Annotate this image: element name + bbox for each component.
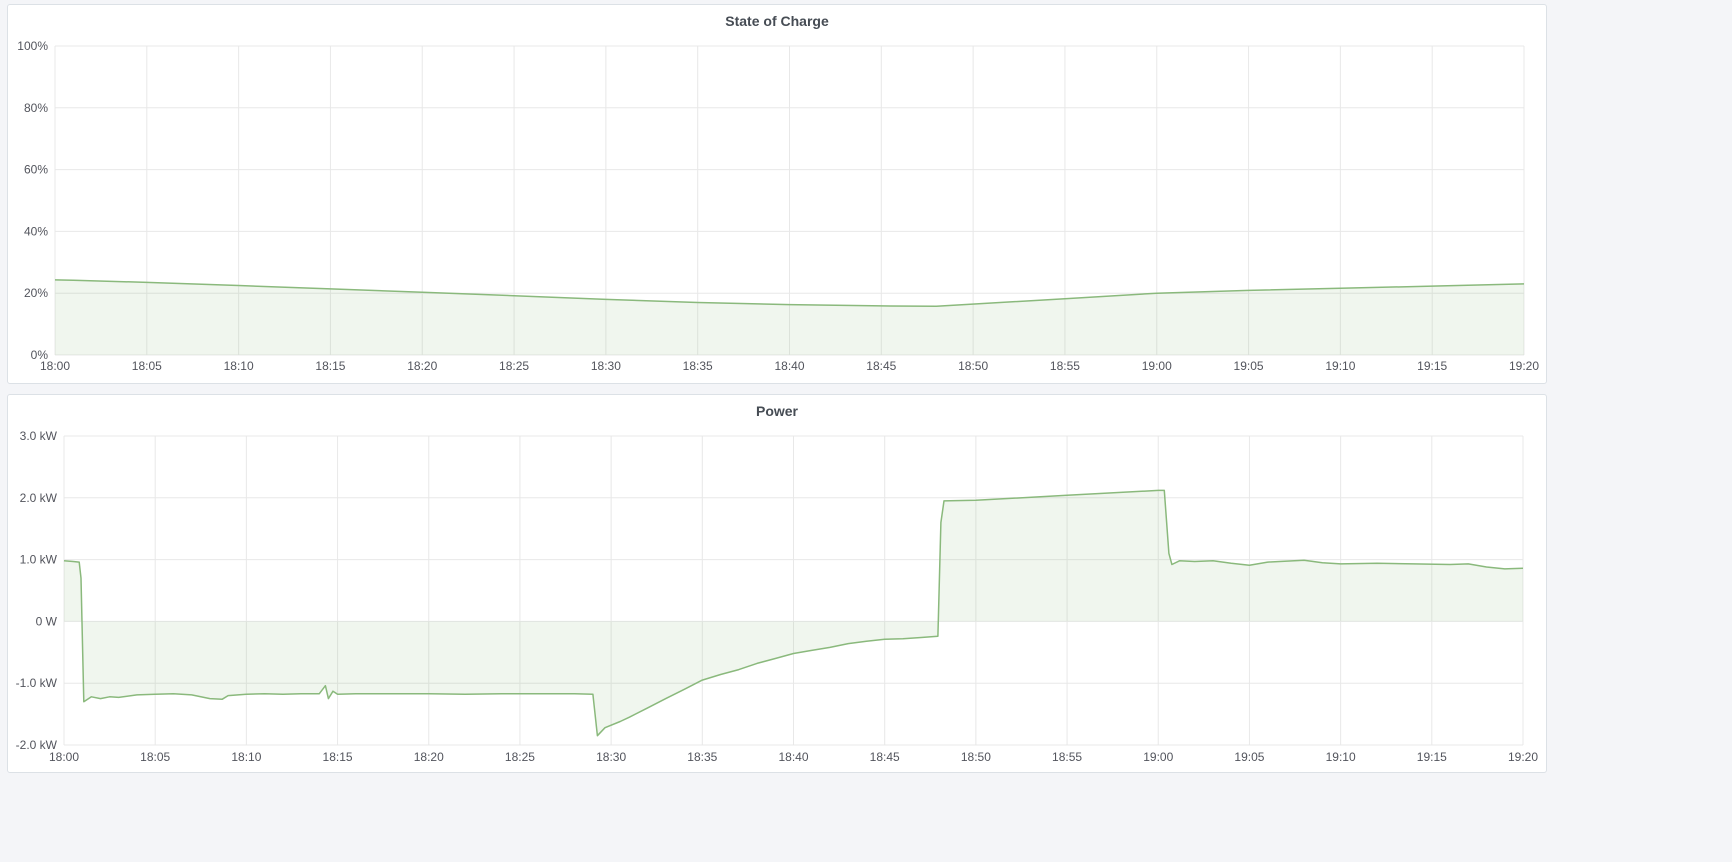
x-tick-label: 19:15 <box>1417 750 1447 764</box>
y-tick-label: 2.0 kW <box>20 491 58 505</box>
x-tick-label: 18:30 <box>596 750 626 764</box>
x-tick-label: 18:55 <box>1050 359 1080 373</box>
x-tick-label: 19:20 <box>1508 750 1538 764</box>
series-line <box>54 279 1525 307</box>
y-tick-label: 1.0 kW <box>20 553 58 567</box>
x-tick-label: 19:10 <box>1326 750 1356 764</box>
x-tick-label: 19:05 <box>1234 359 1264 373</box>
y-tick-label: 0% <box>31 348 49 362</box>
series-line <box>63 489 1524 737</box>
y-tick-label: 80% <box>24 101 48 115</box>
x-tick-label: 19:20 <box>1509 359 1539 373</box>
power-chart: -2.0 kW -1.0 kW 0 W 1.0 kW 2.0 kW 3.0 kW 18:00… <box>16 429 1539 764</box>
x-tick-label: 18:05 <box>140 750 170 764</box>
panel-title: State of Charge <box>725 13 829 29</box>
x-tick-label: 18:10 <box>231 750 261 764</box>
x-tick-label: 18:15 <box>323 750 353 764</box>
x-tick-label: 18:10 <box>224 359 254 373</box>
x-tick-label: 18:15 <box>315 359 345 373</box>
x-tick-label: 18:40 <box>778 750 808 764</box>
y-tick-label: 3.0 kW <box>20 429 58 443</box>
x-tick-label: 19:05 <box>1234 750 1264 764</box>
x-tick-label: 18:00 <box>49 750 79 764</box>
y-tick-label: -1.0 kW <box>16 676 58 690</box>
panel-title: Power <box>755 403 798 419</box>
power-panel: Power -2.0 kW -1.0 kW 0 W 1.0 kW 2.0 kW 3.0 k… <box>7 394 1547 773</box>
x-tick-label: 18:55 <box>1052 750 1082 764</box>
x-tick-label: 18:05 <box>132 359 162 373</box>
x-tick-label: 18:30 <box>591 359 621 373</box>
x-tick-label: 19:10 <box>1325 359 1355 373</box>
x-tick-label: 18:35 <box>683 359 713 373</box>
series-area <box>64 490 1523 736</box>
x-tick-label: 18:35 <box>687 750 717 764</box>
x-tick-label: 19:00 <box>1142 359 1172 373</box>
y-tick-label: 0 W <box>36 614 58 628</box>
x-tick-label: 18:50 <box>958 359 988 373</box>
x-tick-label: 18:40 <box>774 359 804 373</box>
y-tick-label: 40% <box>24 224 48 238</box>
state-of-charge-chart: 0% 20% 40% 60% 80% 100% 18:00 18:05 18:10 18:15 18… <box>17 39 1539 373</box>
x-tick-label: 18:50 <box>961 750 991 764</box>
series-area <box>55 279 1524 355</box>
y-tick-label: 60% <box>24 163 48 177</box>
x-tick-label: 19:00 <box>1143 750 1173 764</box>
x-tick-label: 18:20 <box>407 359 437 373</box>
x-tick-label: 18:25 <box>499 359 529 373</box>
x-tick-label: 18:25 <box>505 750 535 764</box>
state-of-charge-panel: State of Charge 0% 20% 40% 60% 80% 100% 18:00 1… <box>7 4 1547 384</box>
x-tick-label: 18:00 <box>40 359 70 373</box>
y-tick-label: 100% <box>17 39 48 53</box>
y-tick-label: -2.0 kW <box>16 738 58 752</box>
x-tick-label: 18:45 <box>870 750 900 764</box>
x-tick-label: 19:15 <box>1417 359 1447 373</box>
x-tick-label: 18:20 <box>414 750 444 764</box>
x-tick-label: 18:45 <box>866 359 896 373</box>
y-tick-label: 20% <box>24 286 48 300</box>
